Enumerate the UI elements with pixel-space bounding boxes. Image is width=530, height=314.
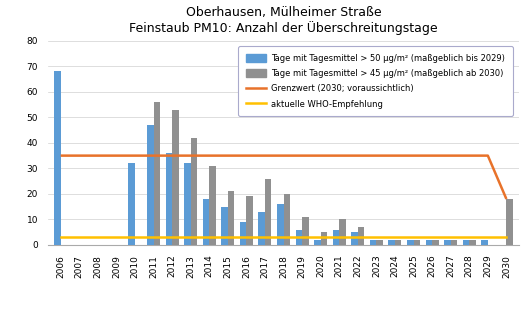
Bar: [222, 207, 228, 245]
Bar: [388, 240, 395, 245]
Bar: [333, 230, 339, 245]
Bar: [154, 102, 160, 245]
Bar: [209, 166, 216, 245]
Bar: [351, 232, 358, 245]
Bar: [370, 240, 376, 245]
Bar: [240, 222, 246, 245]
Bar: [506, 199, 513, 245]
Bar: [54, 71, 61, 245]
Bar: [432, 240, 439, 245]
Bar: [191, 138, 197, 245]
Bar: [395, 240, 402, 245]
Bar: [284, 194, 290, 245]
Bar: [228, 191, 234, 245]
Bar: [339, 219, 346, 245]
Bar: [147, 125, 154, 245]
Bar: [469, 240, 476, 245]
Bar: [128, 163, 135, 245]
Bar: [314, 240, 321, 245]
Title: Oberhausen, Mülheimer Straße
Feinstaub PM10: Anzahl der Überschreitungstage: Oberhausen, Mülheimer Straße Feinstaub P…: [129, 6, 438, 35]
Bar: [296, 230, 302, 245]
Bar: [321, 232, 327, 245]
Bar: [172, 110, 179, 245]
Bar: [426, 240, 432, 245]
Legend: Tage mit Tagesmittel > 50 µg/m² (maßgeblich bis 2029), Tage mit Tagesmittel > 45: Tage mit Tagesmittel > 50 µg/m² (maßgebl…: [238, 46, 513, 116]
Bar: [203, 199, 209, 245]
Bar: [376, 240, 383, 245]
Bar: [481, 240, 488, 245]
Bar: [277, 204, 284, 245]
Bar: [259, 212, 265, 245]
Bar: [407, 240, 413, 245]
Bar: [358, 227, 364, 245]
Bar: [444, 240, 450, 245]
Bar: [184, 163, 191, 245]
Bar: [265, 179, 271, 245]
Bar: [302, 217, 308, 245]
Bar: [450, 240, 457, 245]
Bar: [246, 197, 253, 245]
Bar: [165, 153, 172, 245]
Bar: [463, 240, 469, 245]
Bar: [413, 240, 420, 245]
